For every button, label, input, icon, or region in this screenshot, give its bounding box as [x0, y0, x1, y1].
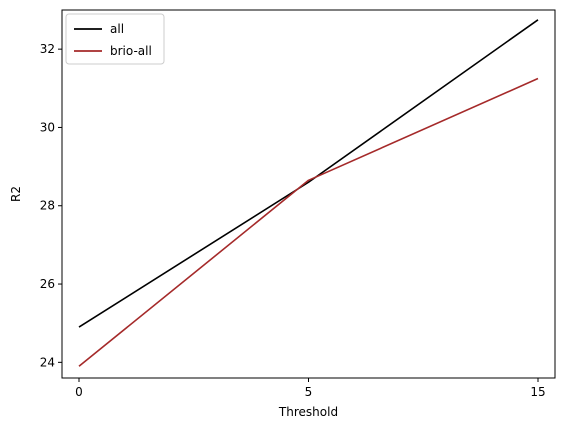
x-tick-label: 5 — [305, 385, 313, 399]
legend-label: all — [110, 22, 124, 36]
x-tick-label: 0 — [75, 385, 83, 399]
y-tick-label: 28 — [40, 199, 55, 213]
legend: all brio-all — [65, 13, 165, 65]
x-tick-label: 15 — [530, 385, 545, 399]
series-line-all — [78, 19, 539, 328]
y-tick-label: 30 — [40, 120, 55, 134]
y-tick-label: 26 — [40, 277, 55, 291]
series-line-brio-all — [78, 77, 539, 367]
plot-frame — [61, 9, 556, 379]
y-tick-label: 32 — [40, 42, 55, 56]
legend-label: brio-all — [110, 44, 152, 58]
y-axis-label: R2 — [9, 186, 23, 202]
y-tick-label: 24 — [40, 355, 55, 369]
x-axis-label: Threshold — [278, 405, 338, 419]
